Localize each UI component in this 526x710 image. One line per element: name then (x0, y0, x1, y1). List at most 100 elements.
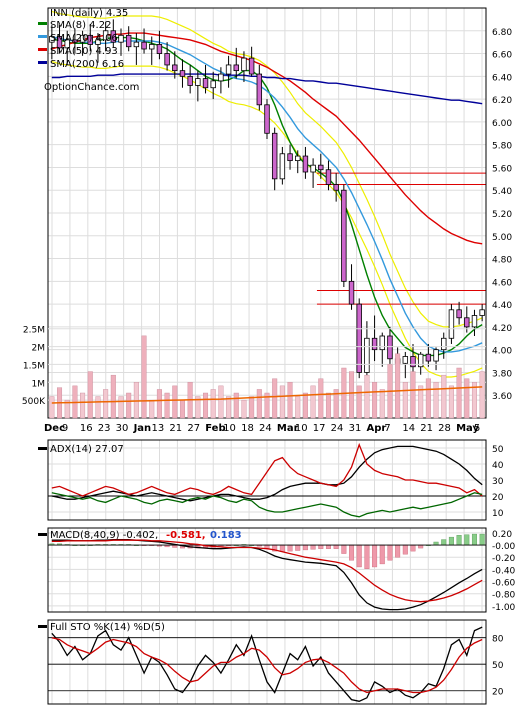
candle-down (164, 53, 170, 66)
price-tick-label: 6.00 (492, 119, 512, 129)
volume-bar (226, 396, 232, 419)
adx-tick-label: 20 (492, 493, 504, 503)
stochastic-title: Full STO %K(14) %D(5) (50, 622, 165, 633)
candle-up (79, 34, 86, 43)
candle-down (141, 41, 147, 50)
candle-down (156, 44, 163, 54)
date-tick-label: 21 (420, 423, 433, 434)
date-tick-label: 30 (116, 423, 129, 434)
volume-bar (464, 378, 470, 419)
volume-tick-label: 2.5M (23, 326, 45, 336)
date-tick-label: Dec (44, 423, 65, 434)
volume-panel: 2.5M 2M 1.5M 1M 500K (22, 326, 486, 419)
date-tick-label: 10 (295, 423, 308, 434)
date-tick-label: 16 (80, 423, 93, 434)
price-tick-label: 3.60 (492, 392, 512, 402)
candle-up (433, 349, 439, 362)
volume-bar (256, 389, 262, 419)
candle-up (417, 353, 424, 368)
volume-bar (310, 385, 316, 419)
candle-down (287, 153, 293, 162)
volume-bar (318, 378, 324, 419)
volume-bar (456, 367, 462, 419)
plus-di-line (51, 442, 483, 497)
volume-bar (349, 371, 355, 419)
candle-up (402, 356, 409, 364)
candle-down (387, 335, 393, 360)
price-tick-label: 5.20 (492, 210, 512, 220)
price-tick-label: 4.20 (492, 324, 512, 334)
candle-down (333, 184, 339, 191)
candle-up (210, 80, 216, 89)
macd-histogram-bar (448, 536, 454, 546)
price-title: INN (daily) 4.35 (50, 8, 128, 19)
price-tick-label: 6.60 (492, 51, 512, 61)
volume-bar (287, 382, 293, 419)
candle-up (241, 57, 247, 72)
date-tick-label: Mar (277, 423, 299, 434)
price-tick-label: 6.20 (492, 96, 512, 106)
date-tick-label: May (456, 423, 479, 434)
date-tick-label: 5 (474, 423, 480, 434)
volume-bar (118, 396, 124, 419)
volume-tick-label: 1.5M (23, 361, 45, 371)
date-tick-label: 18 (241, 423, 254, 434)
price-tick-label: 5.00 (492, 233, 512, 243)
candle-down (125, 34, 132, 48)
macd-histogram-bar (402, 544, 408, 555)
candle-up (364, 337, 370, 373)
volume-bar (203, 392, 209, 419)
candle-up (479, 309, 485, 316)
volume-bar (141, 335, 147, 419)
volume-bar (433, 382, 439, 419)
candle-down (271, 132, 278, 180)
candle-down (325, 169, 332, 185)
macd-tick-label: -0.40 (492, 566, 516, 576)
adx-tick-label: 10 (492, 509, 504, 519)
legend-swatch (38, 533, 47, 536)
macd-histogram-bar (471, 533, 477, 546)
volume-bar (126, 392, 132, 419)
date-tick-label: 27 (187, 423, 200, 434)
candle-up (64, 39, 70, 49)
legend-label: SMA(50) 4.93 (50, 46, 118, 57)
volume-bar (241, 399, 247, 419)
volume-bar (172, 385, 178, 419)
date-tick-label: 10 (223, 423, 236, 434)
candle-down (302, 155, 309, 173)
price-tick-label: 3.80 (492, 369, 512, 379)
volume-bar (448, 385, 454, 419)
stochastic-tick-label: 50 (492, 661, 504, 671)
date-tick-label: Jan (133, 423, 152, 434)
volume-bar (418, 385, 424, 419)
candle-up (225, 64, 232, 75)
candle-up (149, 44, 155, 50)
macd-histogram-bar (295, 544, 301, 551)
volume-bar (210, 389, 216, 419)
macd-histogram-bar (302, 544, 308, 551)
macd-panel: 0.20 -0.00 -0.20 -0.40 -0.60 -0.80 -1.00 MACD(8… (38, 527, 516, 613)
volume-bar (379, 389, 385, 419)
price-tick-label: 4.40 (492, 301, 512, 311)
legend-swatch (38, 35, 47, 38)
volume-bar (179, 399, 185, 419)
adx-title: ADX(14) 27.07 (50, 444, 124, 455)
candle-down (179, 70, 186, 77)
candle-down (341, 189, 347, 282)
macd-histogram-bar (341, 544, 347, 554)
macd-histogram-bar (349, 544, 355, 561)
legend-label: SMA(20) 4.06 (50, 33, 118, 44)
legend-swatch (38, 625, 47, 628)
minus-di-line (51, 492, 483, 518)
macd-histogram-bar (333, 544, 339, 549)
volume-bar (149, 399, 155, 419)
candle-down (318, 164, 324, 171)
price-tick-label: 4.60 (492, 278, 512, 288)
macd-tick-label: -0.20 (492, 554, 516, 564)
date-tick-label: 24 (331, 423, 344, 434)
stochastic-tick-label: 20 (492, 688, 504, 698)
legend-swatch (38, 22, 47, 25)
